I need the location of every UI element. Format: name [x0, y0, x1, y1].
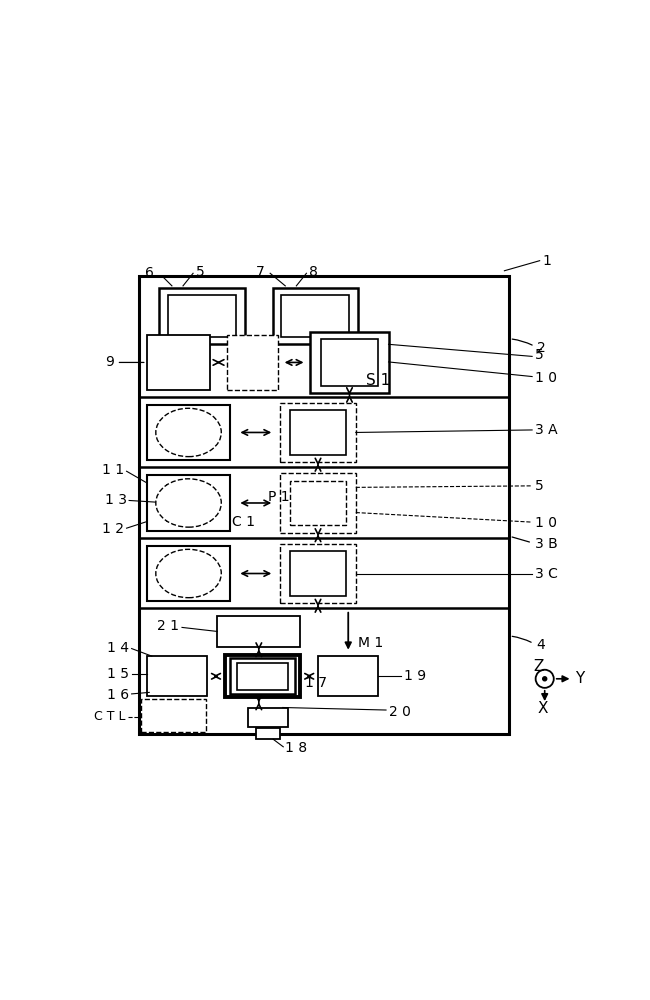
Bar [291, 551, 346, 596]
Text: 9: 9 [105, 355, 114, 369]
Text: 1 8: 1 8 [285, 741, 307, 755]
Text: Z: Z [534, 659, 544, 674]
Text: 1 0: 1 0 [534, 371, 556, 385]
Text: S 1: S 1 [366, 373, 390, 388]
Text: Y: Y [575, 671, 584, 686]
Text: 3 C: 3 C [534, 567, 558, 581]
Bar [320, 339, 378, 386]
Text: 3 B: 3 B [534, 537, 558, 551]
Text: 5: 5 [196, 265, 204, 279]
Text: 8: 8 [309, 265, 318, 279]
Text: 3 A: 3 A [534, 423, 557, 437]
Text: 1 2: 1 2 [102, 522, 124, 536]
Bar [167, 415, 210, 450]
Bar [237, 663, 288, 690]
Text: P 1: P 1 [268, 490, 289, 504]
Text: C T L: C T L [94, 710, 125, 723]
Bar [280, 544, 356, 603]
Text: 5: 5 [534, 348, 543, 362]
Bar [256, 728, 280, 739]
Text: 1 1: 1 1 [102, 463, 124, 477]
Text: 2: 2 [537, 341, 546, 355]
Ellipse shape [156, 479, 221, 527]
Text: 1 4: 1 4 [107, 641, 129, 655]
Text: X: X [538, 701, 548, 716]
Ellipse shape [156, 408, 221, 457]
Bar [139, 276, 510, 734]
Text: 1 5: 1 5 [107, 667, 129, 681]
Bar [147, 546, 230, 601]
Bar [147, 405, 230, 460]
Text: 1: 1 [542, 254, 551, 268]
Bar [311, 332, 389, 393]
Text: 1 0: 1 0 [534, 516, 556, 530]
Text: M 1: M 1 [358, 636, 384, 650]
Bar [147, 335, 210, 390]
Bar [147, 475, 230, 531]
Bar [280, 473, 356, 533]
Bar [147, 656, 207, 696]
Bar [280, 403, 356, 462]
Text: C 1: C 1 [233, 515, 255, 529]
Bar [159, 288, 245, 344]
Text: 2 1: 2 1 [157, 619, 179, 633]
Text: 5: 5 [534, 479, 543, 493]
Bar [291, 481, 346, 525]
Text: 1 7: 1 7 [306, 676, 328, 690]
Text: 2 0: 2 0 [389, 705, 410, 719]
Bar [167, 556, 210, 591]
Ellipse shape [156, 549, 221, 598]
Bar [248, 708, 288, 727]
Text: 1 9: 1 9 [404, 669, 426, 683]
Bar [281, 295, 349, 337]
Bar [217, 616, 300, 647]
Text: 1 6: 1 6 [107, 688, 129, 702]
Text: 4: 4 [536, 638, 545, 652]
Text: 6: 6 [146, 266, 154, 280]
Bar [318, 656, 378, 696]
Bar [140, 699, 206, 732]
Bar [167, 485, 210, 521]
Bar [168, 295, 236, 337]
Text: 7: 7 [256, 265, 265, 279]
Bar [273, 288, 358, 344]
Text: 1 3: 1 3 [105, 493, 127, 507]
Bar [230, 658, 295, 694]
Circle shape [543, 677, 547, 681]
Bar [225, 655, 300, 697]
Bar [291, 410, 346, 455]
Bar [227, 335, 278, 390]
